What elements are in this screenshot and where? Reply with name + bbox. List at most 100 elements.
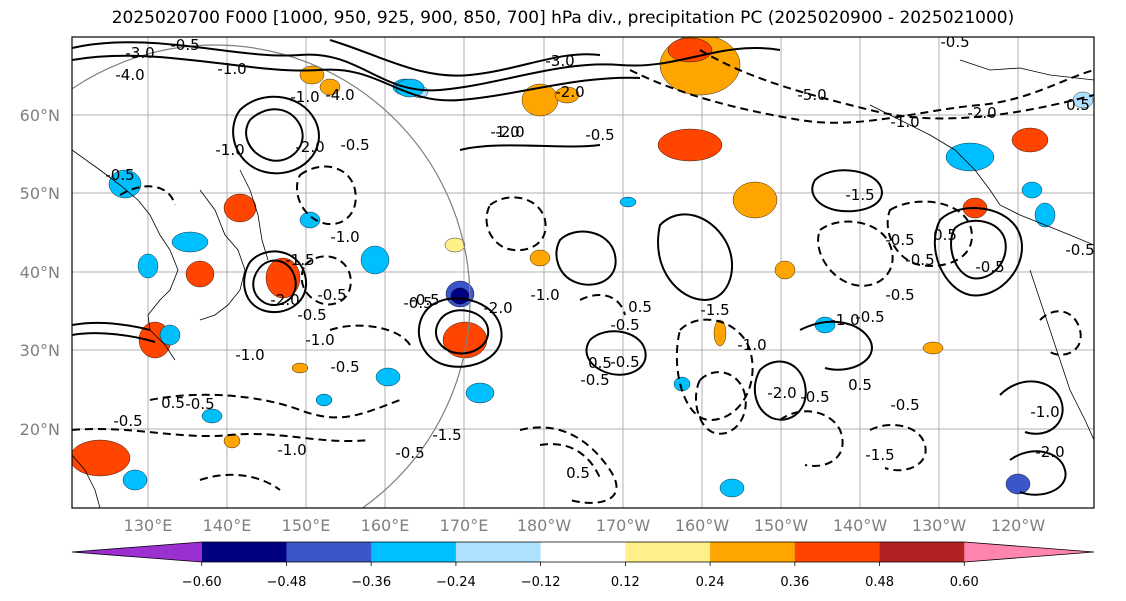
longitude-label: 120°W xyxy=(991,516,1046,535)
precip-patch xyxy=(159,324,181,346)
precip-patch xyxy=(315,393,333,407)
coastlines xyxy=(72,59,1094,508)
latitude-label: 50°N xyxy=(20,184,60,203)
latitude-label: 60°N xyxy=(20,106,60,125)
contour-label: -0.5 xyxy=(610,316,639,334)
contour-label: -0.5 xyxy=(185,395,214,413)
contour-label: -2.0 xyxy=(767,384,796,402)
precip-patch xyxy=(108,169,142,199)
precip-patch xyxy=(450,287,470,305)
longitude-label: 150°E xyxy=(282,516,331,535)
longitude-label: 170°W xyxy=(596,516,651,535)
contour-label: -0.5 xyxy=(170,36,199,54)
colorbar-tick-label: −0.36 xyxy=(351,575,391,590)
colorbar-swatch xyxy=(286,542,372,562)
precip-patch xyxy=(1005,473,1031,495)
precip-patch xyxy=(137,253,159,279)
precip-patch xyxy=(299,211,321,229)
longitude-label: 130°E xyxy=(124,516,173,535)
contour-label: -1.5 xyxy=(285,251,314,269)
precip-patch xyxy=(299,65,325,85)
contour-label: -1.0 xyxy=(490,123,519,141)
contour-label: -0.5 xyxy=(855,308,884,326)
longitude-label: 170°E xyxy=(440,516,489,535)
contours-positive xyxy=(72,39,1067,496)
colorbar-swatch xyxy=(72,542,202,562)
contour-label: -0.5 xyxy=(113,412,142,430)
contour-label: -2.0 xyxy=(483,299,512,317)
contour-label: -1.0 xyxy=(530,286,559,304)
contour-label: -0.5 xyxy=(330,358,359,376)
precip-patch xyxy=(945,142,995,172)
contour-label: -0.5 xyxy=(297,306,326,324)
precip-patch xyxy=(922,341,944,355)
precip-patch xyxy=(732,181,778,219)
precip-patch xyxy=(201,408,223,424)
colorbar-swatch xyxy=(964,542,1094,562)
longitude-label: 180°W xyxy=(517,516,572,535)
contour-label: -0.5 xyxy=(905,251,934,269)
longitude-label: 130°W xyxy=(912,516,967,535)
longitude-label: 160°E xyxy=(361,516,410,535)
precip-patch xyxy=(223,193,257,223)
longitude-labels: 130°E 140°E 150°E 160°E 170°E 180°W 170°W 160°W… xyxy=(124,516,1046,535)
contour-label: -0.5 xyxy=(940,33,969,51)
contour-label: -1.5 xyxy=(865,446,894,464)
contour-label: -1.0 xyxy=(330,228,359,246)
contour-label: -1.0 xyxy=(890,113,919,131)
contour-label: -0.5 xyxy=(410,291,439,309)
precip-patch xyxy=(619,196,637,208)
map-frame xyxy=(71,36,1095,509)
contour-label: 0.5 xyxy=(1066,96,1090,114)
contour-label: -1.0 xyxy=(215,141,244,159)
contour-label: 0.5 xyxy=(566,464,590,482)
precip-patch xyxy=(72,439,131,477)
colorbar xyxy=(71,541,1095,563)
contour-label: 0.5 xyxy=(848,376,872,394)
latitude-label: 30°N xyxy=(20,341,60,360)
contour-label: -2.0 xyxy=(295,138,324,156)
contour-label: -2.0 xyxy=(1035,443,1064,461)
precip-patch xyxy=(774,260,796,280)
contour-label: 0.5 xyxy=(161,394,185,412)
contour-label: -2.0 xyxy=(967,104,996,122)
contour-label: 0.5 xyxy=(933,226,957,244)
contour-label: -1.0 xyxy=(830,311,859,329)
colorbar-tick-label: 0.48 xyxy=(865,575,894,590)
map-title: 2025020700 F000 [1000, 950, 925, 900, 85… xyxy=(111,8,1015,28)
precip-patch xyxy=(657,128,723,162)
colorbar-tick-label: 0.12 xyxy=(611,575,640,590)
contour-label: -4.0 xyxy=(115,66,144,84)
precip-patch xyxy=(360,245,390,275)
contour-label: -1.5 xyxy=(845,186,874,204)
contour-label: -1.0 xyxy=(235,346,264,364)
precip-patch xyxy=(171,231,209,253)
contour-label: 0.5 xyxy=(628,298,652,316)
longitude-label: 160°W xyxy=(675,516,730,535)
colorbar-swatch xyxy=(710,542,796,562)
contour-label: -0.5 xyxy=(580,371,609,389)
contour-label: -1.0 xyxy=(305,331,334,349)
latitude-labels: 60°N 50°N 40°N 30°N 20°N xyxy=(20,106,60,439)
contour-label: -4.0 xyxy=(325,86,354,104)
contour-label: -0.5 xyxy=(317,286,346,304)
precip-patch xyxy=(265,257,301,299)
precip-patch xyxy=(719,478,745,498)
precip-patch xyxy=(122,469,148,491)
precip-patch xyxy=(529,249,551,267)
contour-label: -0.5 xyxy=(885,231,914,249)
precip-patch xyxy=(465,382,495,404)
contour-labels: -3.0-4.0-0.5-1.0-4.0-3.0-1.0-2.0 -0.5-1.0… xyxy=(105,33,1094,482)
contour-label: -0.5 xyxy=(585,126,614,144)
colorbar-tick-label: −0.48 xyxy=(267,575,307,590)
contour-label: 0.5 xyxy=(588,354,612,372)
contour-label: -0.5 xyxy=(890,396,919,414)
contour-label: -1.0 xyxy=(737,336,766,354)
precip-patch xyxy=(291,362,309,374)
longitude-label: 140°W xyxy=(833,516,888,535)
contour-label: -2.0 xyxy=(270,291,299,309)
precip-patch xyxy=(713,319,727,347)
contour-label: -0.5 xyxy=(105,166,134,184)
contour-label: -0.5 xyxy=(885,286,914,304)
precip-patch xyxy=(1021,181,1043,199)
